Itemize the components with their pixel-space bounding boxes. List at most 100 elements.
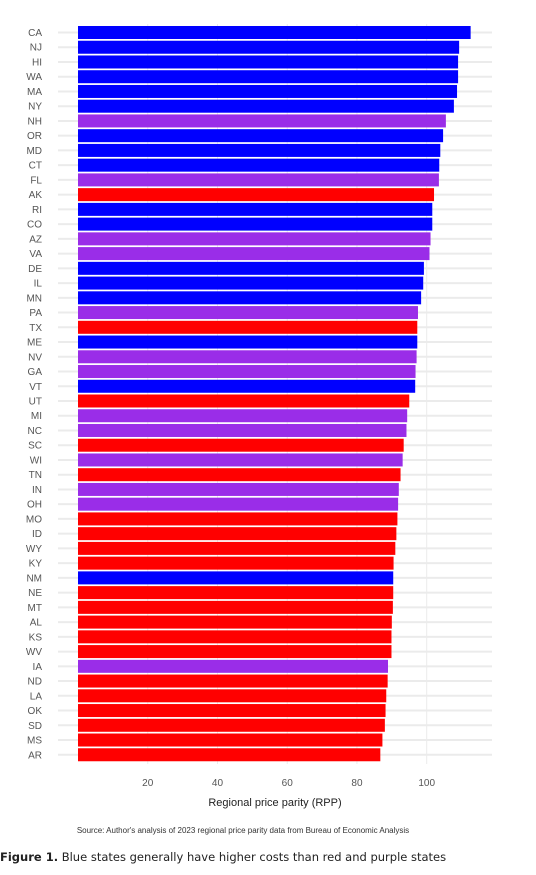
bar-mt: [78, 600, 393, 614]
x-axis-label: Regional price parity (RPP): [208, 797, 341, 809]
y-tick-label: DE: [28, 264, 42, 275]
bar-oh: [78, 497, 399, 511]
bar-de: [78, 261, 424, 275]
x-tick-label: 80: [351, 778, 363, 789]
y-tick-label: MI: [31, 411, 42, 422]
y-tick-label: TN: [29, 470, 42, 481]
y-tick-label: KY: [29, 559, 43, 570]
y-tick-label: NC: [28, 426, 42, 437]
bar-tx: [78, 320, 418, 334]
bars: [78, 26, 471, 762]
bar-ct: [78, 158, 440, 172]
y-tick-label: AL: [30, 618, 43, 629]
y-tick-label: NV: [28, 352, 42, 363]
x-tick-label: 20: [142, 778, 154, 789]
y-tick-label: AZ: [29, 234, 42, 245]
y-tick-label: IN: [32, 485, 42, 496]
bar-nv: [78, 350, 417, 364]
bar-ky: [78, 556, 394, 570]
bar-vt: [78, 379, 416, 393]
bar-az: [78, 232, 431, 246]
y-tick-label: AR: [28, 750, 42, 761]
y-tick-label: PA: [29, 308, 42, 319]
bar-id: [78, 527, 397, 541]
y-tick-label: ME: [27, 338, 42, 349]
y-tick-label: WY: [26, 544, 42, 555]
bar-mn: [78, 291, 422, 305]
y-tick-label: FL: [30, 175, 42, 186]
y-tick-label: NE: [28, 588, 42, 599]
y-tick-label: MO: [26, 514, 42, 525]
bar-fl: [78, 173, 439, 187]
y-tick-label: LA: [30, 691, 43, 702]
bar-sd: [78, 718, 385, 732]
y-tick-label: VT: [29, 382, 42, 393]
bar-chart: CA NJ HI WA MA NY NH OR MD CT FL AK RI CO AZ VA DE IL MN PA…: [26, 24, 492, 835]
bar-nh: [78, 114, 446, 128]
y-tick-label: ID: [32, 529, 42, 540]
x-tick-label: 40: [212, 778, 224, 789]
bar-pa: [78, 306, 418, 320]
x-tick-label: 60: [282, 778, 294, 789]
bar-ar: [78, 748, 381, 762]
y-tick-label: ND: [28, 677, 42, 688]
bar-nj: [78, 40, 460, 54]
y-tick-label: CT: [29, 161, 42, 172]
bar-ca: [78, 26, 471, 39]
y-tick-label: RI: [32, 205, 42, 216]
y-tick-label: VA: [29, 249, 42, 260]
y-tick-label: CO: [27, 220, 42, 231]
bar-me: [78, 335, 418, 349]
bar-ne: [78, 586, 394, 600]
bar-wy: [78, 541, 396, 555]
bar-ga: [78, 365, 416, 379]
y-tick-label: AK: [29, 190, 43, 201]
y-tick-label: NH: [28, 116, 42, 127]
y-tick-label: UT: [29, 397, 42, 408]
bar-nm: [78, 571, 394, 585]
bar-ks: [78, 630, 392, 644]
y-tick-label: NJ: [30, 43, 42, 54]
y-tick-label: MD: [26, 146, 42, 157]
y-tick-label: KS: [29, 632, 43, 643]
y-tick-label: GA: [28, 367, 43, 378]
bar-ma: [78, 84, 458, 98]
bar-ak: [78, 188, 435, 202]
y-tick-label: WV: [26, 647, 42, 658]
bar-mo: [78, 512, 398, 526]
y-tick-label: OK: [28, 706, 43, 717]
y-tick-label: MA: [27, 87, 42, 98]
bar-hi: [78, 55, 459, 69]
bar-la: [78, 689, 387, 703]
x-tick-labels: 20 40 60 80 100: [142, 778, 435, 789]
y-tick-label: MN: [26, 293, 42, 304]
y-tick-label: TX: [29, 323, 42, 334]
y-tick-label: MS: [27, 736, 42, 747]
x-tick-label: 100: [418, 778, 435, 789]
bar-nc: [78, 423, 407, 437]
bar-al: [78, 615, 392, 629]
bar-co: [78, 217, 433, 231]
bar-wa: [78, 70, 459, 84]
bar-in: [78, 482, 399, 496]
y-tick-label: MT: [28, 603, 42, 614]
y-tick-label: HI: [32, 57, 42, 68]
bar-wi: [78, 453, 403, 467]
figure-caption: Figure 1. Blue states generally have hig…: [0, 850, 536, 864]
bar-ms: [78, 733, 383, 747]
figure-caption-text: Blue states generally have higher costs …: [61, 850, 447, 864]
source-note: Source: Author's analysis of 2023 region…: [77, 826, 409, 835]
y-tick-label: WA: [26, 72, 42, 83]
bar-mi: [78, 409, 408, 423]
bar-il: [78, 276, 424, 290]
bar-ri: [78, 202, 433, 216]
y-tick-label: NM: [26, 573, 42, 584]
y-tick-label: SC: [28, 441, 42, 452]
y-tick-label: OR: [27, 131, 42, 142]
y-tick-label: OH: [27, 500, 42, 511]
y-tick-label: IA: [33, 662, 43, 673]
y-tick-labels: CA NJ HI WA MA NY NH OR MD CT FL AK RI CO AZ VA DE IL MN PA…: [26, 28, 43, 761]
bar-tn: [78, 468, 401, 482]
y-tick-label: SD: [28, 721, 42, 732]
y-tick-label: CA: [28, 28, 42, 39]
